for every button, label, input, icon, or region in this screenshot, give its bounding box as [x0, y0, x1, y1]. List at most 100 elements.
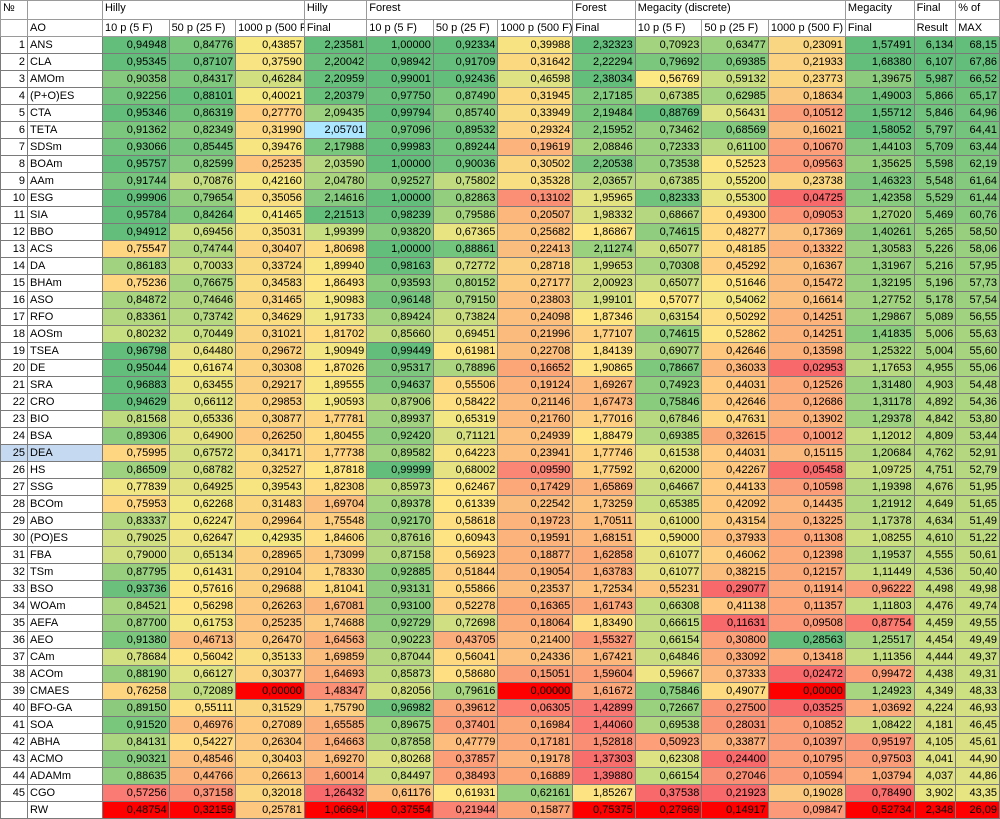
- row-number-cell[interactable]: 22: [0, 393, 29, 411]
- forest-1000p-cell[interactable]: 0,19054: [497, 563, 574, 581]
- hilly-1000p-cell[interactable]: 0,41465: [235, 206, 305, 224]
- megacity-50p-cell[interactable]: 0,47631: [701, 410, 769, 428]
- row-number-cell[interactable]: 39: [0, 682, 29, 700]
- hilly-1000p-cell[interactable]: 0,34171: [235, 444, 305, 462]
- megacity-1000p-cell[interactable]: 0,13322: [767, 240, 846, 258]
- hilly-10p-cell[interactable]: 0,95044: [101, 359, 170, 377]
- pct-of-max-cell[interactable]: 50,61: [955, 546, 1000, 564]
- megacity-final-cell[interactable]: 1,08422: [844, 716, 915, 734]
- hilly-final-cell[interactable]: 2,05701: [303, 121, 368, 139]
- hilly-final-cell[interactable]: 1,77738: [303, 444, 368, 462]
- pct-of-max-cell[interactable]: 49,98: [955, 580, 1000, 598]
- forest-50p-cell[interactable]: 0,58618: [432, 512, 499, 530]
- megacity-10p-cell[interactable]: 0,70308: [634, 257, 703, 275]
- row-number-cell[interactable]: 6: [0, 121, 29, 139]
- megacity-50p-cell[interactable]: 0,29077: [701, 580, 769, 598]
- forest-1000p-cell[interactable]: 0,16889: [497, 767, 574, 785]
- megacity-10p-cell[interactable]: 0,59667: [634, 665, 703, 683]
- hilly-1000p-cell[interactable]: 0,31990: [235, 121, 305, 139]
- forest-final-cell[interactable]: 1,62858: [572, 546, 636, 564]
- megacity-50p-cell[interactable]: 0,52523: [701, 155, 769, 173]
- hilly-50p-cell[interactable]: 0,87107: [168, 53, 237, 71]
- forest-10p-cell[interactable]: 0,99449: [366, 342, 434, 360]
- forest-1000p-cell[interactable]: 0,19124: [497, 376, 574, 394]
- hilly-10p-cell[interactable]: 0,89150: [101, 699, 170, 717]
- pct-of-max-cell[interactable]: 66,52: [955, 70, 1000, 88]
- megacity-50p-cell[interactable]: 0,56431: [701, 104, 769, 122]
- hilly-50p-cell[interactable]: 0,57616: [168, 580, 237, 598]
- megacity-final-cell[interactable]: 0,99472: [844, 665, 915, 683]
- row-number-cell[interactable]: 38: [0, 665, 29, 683]
- megacity-10p-cell[interactable]: 0,64846: [634, 648, 703, 666]
- forest-1000p-cell[interactable]: 0,31945: [497, 87, 574, 105]
- forest-50p-cell[interactable]: 0,37401: [432, 716, 499, 734]
- megacity-1000p-cell[interactable]: 0,21933: [767, 53, 846, 71]
- megacity-50p-cell[interactable]: 0,30800: [701, 631, 769, 649]
- megacity-final-cell[interactable]: 1,35625: [844, 155, 915, 173]
- forest-50p-cell[interactable]: 0,55506: [432, 376, 499, 394]
- final-result-cell[interactable]: 6,134: [913, 36, 957, 54]
- hilly-10p-cell[interactable]: 0,95346: [101, 104, 170, 122]
- megacity-1000p-cell[interactable]: 0,13418: [767, 648, 846, 666]
- final-result-cell[interactable]: 5,178: [913, 291, 957, 309]
- row-number-cell[interactable]: 23: [0, 410, 29, 428]
- megacity-final-cell[interactable]: 1,19537: [844, 546, 915, 564]
- forest-final-cell[interactable]: 1,69267: [572, 376, 636, 394]
- ao-name-cell[interactable]: WOAm: [27, 597, 103, 615]
- hilly-10p-cell[interactable]: 0,95345: [101, 53, 170, 71]
- forest-50p-cell[interactable]: 0,79586: [432, 206, 499, 224]
- megacity-final-cell[interactable]: 1,21912: [844, 495, 915, 513]
- megacity-50p-cell[interactable]: 0,49077: [701, 682, 769, 700]
- hilly-1000p-cell[interactable]: 0,29964: [235, 512, 305, 530]
- forest-50p-cell[interactable]: 0,58422: [432, 393, 499, 411]
- ao-name-cell[interactable]: SOA: [27, 716, 103, 734]
- hilly-1000p-cell[interactable]: 0,25235: [235, 614, 305, 632]
- header-pct-top[interactable]: % of: [955, 0, 1000, 20]
- megacity-50p-cell[interactable]: 0,44031: [701, 376, 769, 394]
- ao-name-cell[interactable]: ABHA: [27, 733, 103, 751]
- hilly-10p-cell[interactable]: 0,93736: [101, 580, 170, 598]
- hilly-50p-cell[interactable]: 0,86319: [168, 104, 237, 122]
- hilly-final-cell[interactable]: 1,73099: [303, 546, 368, 564]
- forest-1000p-cell[interactable]: 0,06305: [497, 699, 574, 717]
- forest-10p-cell[interactable]: 0,85973: [366, 478, 434, 496]
- header-forest-1000p[interactable]: 1000 p (500 F): [497, 19, 574, 37]
- pct-of-max-cell[interactable]: 68,15: [955, 36, 1000, 54]
- forest-final-cell[interactable]: 2,32323: [572, 36, 636, 54]
- hilly-final-cell[interactable]: 1,90983: [303, 291, 368, 309]
- hilly-1000p-cell[interactable]: 0,25781: [235, 801, 305, 819]
- hilly-final-cell[interactable]: 2,03590: [303, 155, 368, 173]
- ao-name-cell[interactable]: BOAm: [27, 155, 103, 173]
- hilly-10p-cell[interactable]: 0,80232: [101, 325, 170, 343]
- forest-50p-cell[interactable]: 0,80152: [432, 274, 499, 292]
- forest-10p-cell[interactable]: 0,85660: [366, 325, 434, 343]
- megacity-10p-cell[interactable]: 0,61077: [634, 546, 703, 564]
- megacity-10p-cell[interactable]: 0,65077: [634, 274, 703, 292]
- row-number-cell[interactable]: 4: [0, 87, 29, 105]
- hilly-50p-cell[interactable]: 0,84264: [168, 206, 237, 224]
- megacity-50p-cell[interactable]: 0,42646: [701, 393, 769, 411]
- hilly-final-cell[interactable]: 1,99399: [303, 223, 368, 241]
- pct-of-max-cell[interactable]: 45,61: [955, 733, 1000, 751]
- ao-name-cell[interactable]: SIA: [27, 206, 103, 224]
- megacity-1000p-cell[interactable]: 0,23091: [767, 36, 846, 54]
- hilly-1000p-cell[interactable]: 0,31529: [235, 699, 305, 717]
- ao-name-cell[interactable]: TETA: [27, 121, 103, 139]
- row-number-cell[interactable]: 26: [0, 461, 29, 479]
- megacity-1000p-cell[interactable]: 0,16614: [767, 291, 846, 309]
- final-result-cell[interactable]: 4,610: [913, 529, 957, 547]
- row-number-cell[interactable]: 43: [0, 750, 29, 768]
- forest-1000p-cell[interactable]: 0,30502: [497, 155, 574, 173]
- header-forest-10p[interactable]: 10 p (5 F): [366, 19, 434, 37]
- megacity-final-cell[interactable]: 1,30583: [844, 240, 915, 258]
- hilly-1000p-cell[interactable]: 0,32018: [235, 784, 305, 802]
- pct-of-max-cell[interactable]: 55,63: [955, 325, 1000, 343]
- forest-1000p-cell[interactable]: 0,21400: [497, 631, 574, 649]
- forest-50p-cell[interactable]: 0,89532: [432, 121, 499, 139]
- hilly-1000p-cell[interactable]: 0,39476: [235, 138, 305, 156]
- header-final-result-top[interactable]: Final: [913, 0, 957, 20]
- hilly-1000p-cell[interactable]: 0,30403: [235, 750, 305, 768]
- hilly-10p-cell[interactable]: 0,84521: [101, 597, 170, 615]
- row-number-cell[interactable]: 42: [0, 733, 29, 751]
- final-result-cell[interactable]: 4,454: [913, 631, 957, 649]
